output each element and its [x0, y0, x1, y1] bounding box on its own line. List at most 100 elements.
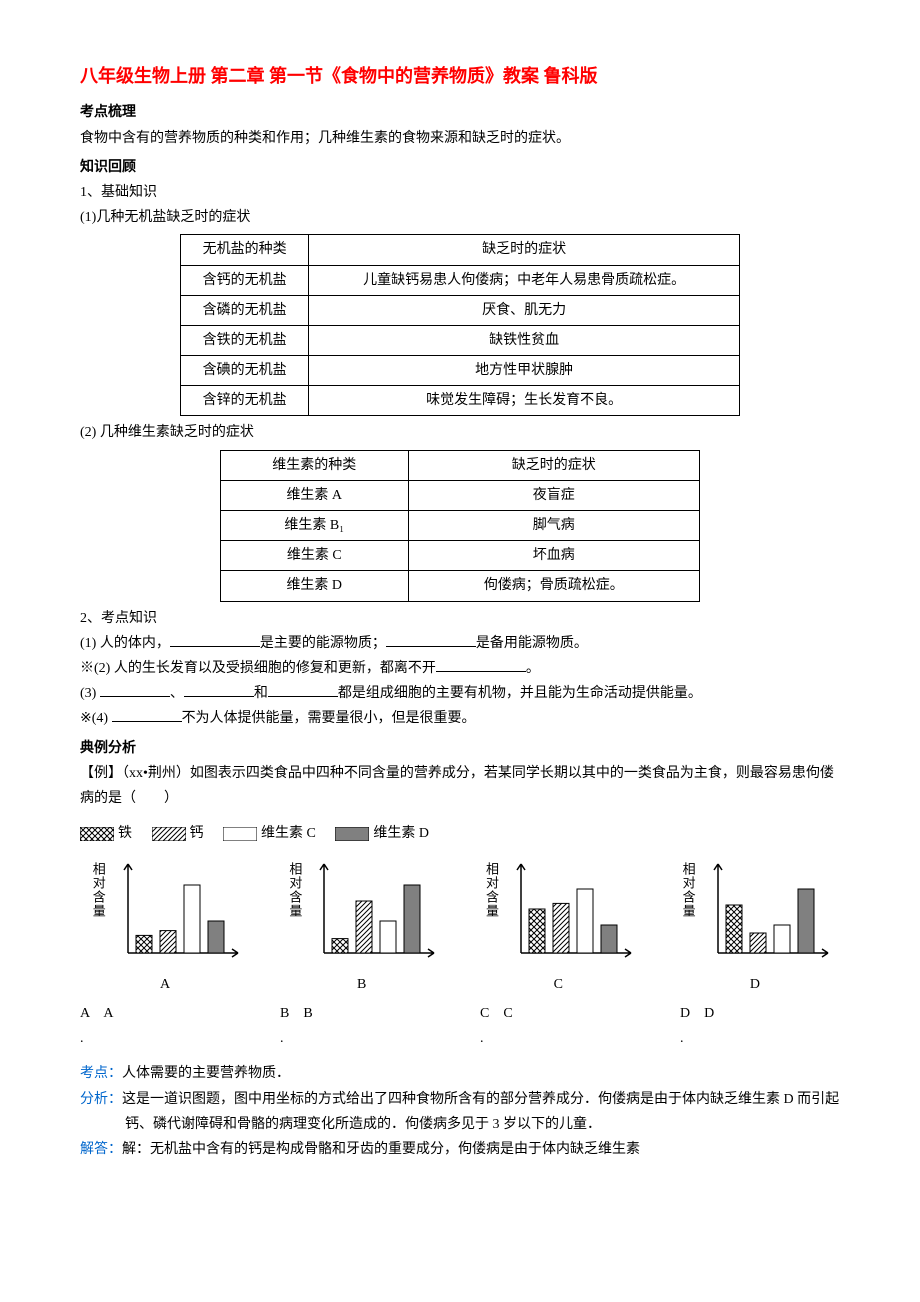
- bar-vc: [577, 889, 593, 953]
- bar-ca: [356, 901, 372, 953]
- table-cell: 夜盲症: [408, 480, 700, 510]
- table-header: 无机盐的种类: [181, 235, 309, 265]
- q2-part-a: ※(2) 人的生长发育以及受损细胞的修复和更新，都离不开: [80, 661, 436, 676]
- chart-ylabel: 相对含量: [480, 862, 503, 918]
- legend-label: 钙: [190, 821, 204, 846]
- example-intro: 【例】（xx•荆州）如图表示四类食品中四种不同含量的营养成分，若某同学长期以其中…: [80, 761, 840, 811]
- bar-chart: [507, 858, 637, 968]
- table-header: 维生素的种类: [221, 450, 409, 480]
- bar-chart: [114, 858, 244, 968]
- table-cell: 含碘的无机盐: [181, 356, 309, 386]
- jieda-line: 解答：解：无机盐中含有的钙是构成骨骼和牙齿的重要成分，佝偻病是由于体内缺乏维生素: [80, 1137, 840, 1162]
- legend-swatch-cross-icon: [80, 827, 114, 841]
- legend-label: 维生素 D: [373, 821, 429, 846]
- bar-vc: [774, 925, 790, 953]
- table-cell: 维生素 C: [221, 541, 409, 571]
- chart-x-label: A: [160, 972, 170, 997]
- basic-knowledge-head: 1、基础知识: [80, 180, 840, 205]
- table-cell: 厌食、肌无力: [309, 295, 740, 325]
- answer-dot: .: [280, 1026, 400, 1051]
- bar-vd: [208, 921, 224, 953]
- answer-main: A: [80, 1006, 89, 1021]
- answer-sub: C: [503, 1006, 512, 1021]
- legend-swatch-gray-icon: [335, 827, 369, 841]
- vitamins-table: 维生素的种类 缺乏时的症状 维生素 A夜盲症 维生素 B₁脚气病 维生素 C坏血…: [220, 450, 700, 602]
- table-cell: 坏血病: [408, 541, 700, 571]
- answer-row: A A . B B . C C . D D .: [80, 1001, 800, 1051]
- table-cell: 缺铁性贫血: [309, 325, 740, 355]
- q1-part-b: 是主要的能源物质；: [260, 636, 386, 651]
- bar-iron: [726, 905, 742, 953]
- bar-vc: [184, 885, 200, 953]
- kaodian-text: 人体需要的主要营养物质．: [122, 1066, 290, 1081]
- legend-swatch-white-icon: [223, 827, 257, 841]
- answer-sub: B: [303, 1006, 312, 1021]
- table1-caption: (1)几种无机盐缺乏时的症状: [80, 205, 840, 230]
- bar-iron: [332, 938, 348, 952]
- jieda-label: 解答：: [80, 1142, 122, 1157]
- chart-wrap: 相对含量: [480, 858, 637, 968]
- fill-blank: [170, 632, 260, 647]
- question-2: ※(2) 人的生长发育以及受损细胞的修复和更新，都离不开 。: [80, 656, 840, 681]
- question-3: (3) 、和都是组成细胞的主要有机物，并且能为生命活动提供能量。: [80, 681, 840, 706]
- answer-dot: .: [680, 1026, 800, 1051]
- answer-dot: .: [480, 1026, 600, 1051]
- table-cell: 佝偻病；骨质疏松症。: [408, 571, 700, 601]
- bar-vd: [404, 885, 420, 953]
- chart-x-label: C: [554, 972, 563, 997]
- question-1: (1) 人的体内， 是主要的能源物质； 是备用能源物质。: [80, 631, 840, 656]
- section-dianli: 典例分析: [80, 736, 840, 761]
- bar-chart: [704, 858, 834, 968]
- chart-panel: 相对含量D: [670, 858, 840, 997]
- bar-chart: [310, 858, 440, 968]
- fill-blank: [436, 657, 526, 672]
- q3-part-a: (3): [80, 686, 100, 701]
- fill-blank: [184, 682, 254, 697]
- answer-sub: D: [704, 1006, 714, 1021]
- q3-part-c: 和: [254, 686, 268, 701]
- chart-panel: 相对含量B: [277, 858, 447, 997]
- fill-blank: [112, 707, 182, 722]
- q3-part-d: 都是组成细胞的主要有机物，并且能为生命活动提供能量。: [338, 686, 702, 701]
- chart-x-label: B: [357, 972, 366, 997]
- fill-blank: [268, 682, 338, 697]
- table-header: 缺乏时的症状: [408, 450, 700, 480]
- q2-part-b: 。: [526, 661, 540, 676]
- section-zhishi-huigu: 知识回顾: [80, 155, 840, 180]
- q4-part-a: ※(4): [80, 711, 112, 726]
- fill-blank: [100, 682, 170, 697]
- answer-main: C: [480, 1006, 489, 1021]
- fenxi-text: 这是一道识图题，图中用坐标的方式给出了四种食物所含有的部分营养成分．佝偻病是由于…: [122, 1092, 839, 1132]
- table2-caption: (2) 几种维生素缺乏时的症状: [80, 420, 840, 445]
- chart-x-label: D: [750, 972, 760, 997]
- legend-item-vc: 维生素 C: [223, 821, 316, 846]
- fenxi-line: 分析：这是一道识图题，图中用坐标的方式给出了四种食物所含有的部分营养成分．佝偻病…: [80, 1087, 840, 1137]
- kaodian-shuli-text: 食物中含有的营养物质的种类和作用；几种维生素的食物来源和缺乏时的症状。: [80, 126, 840, 151]
- table-cell: 含铁的无机盐: [181, 325, 309, 355]
- q1-part-a: (1) 人的体内，: [80, 636, 170, 651]
- chart-wrap: 相对含量: [86, 858, 243, 968]
- table-cell: 维生素 B₁: [221, 511, 409, 541]
- legend-label: 维生素 C: [261, 821, 316, 846]
- chart-panel: 相对含量 A: [80, 858, 250, 997]
- chart-ylabel: 相对含量: [86, 862, 109, 918]
- legend-label: 铁: [118, 821, 132, 846]
- answer-sub: A: [103, 1006, 113, 1021]
- table-cell: 儿童缺钙易患人佝偻病；中老年人易患骨质疏松症。: [309, 265, 740, 295]
- table-header: 缺乏时的症状: [309, 235, 740, 265]
- table-cell: 维生素 D: [221, 571, 409, 601]
- table-cell: 维生素 A: [221, 480, 409, 510]
- bar-iron: [529, 909, 545, 953]
- answer-choice-c: C C .: [480, 1001, 600, 1051]
- minerals-table: 无机盐的种类 缺乏时的症状 含钙的无机盐儿童缺钙易患人佝偻病；中老年人易患骨质疏…: [180, 234, 740, 416]
- q1-part-c: 是备用能源物质。: [476, 636, 588, 651]
- jieda-text: 解：无机盐中含有的钙是构成骨骼和牙齿的重要成分，佝偻病是由于体内缺乏维生素: [122, 1142, 640, 1157]
- answer-main: B: [280, 1006, 289, 1021]
- charts-row: 相对含量 A 相对含量B 相对含量 C 相对含量D: [80, 858, 840, 997]
- bar-vd: [601, 925, 617, 953]
- q4-part-b: 不为人体提供能量，需要量很小，但是很重要。: [182, 711, 476, 726]
- kaodian-label: 考点：: [80, 1066, 122, 1081]
- section-kaodian-shuli: 考点梳理: [80, 100, 840, 125]
- bar-ca: [160, 930, 176, 952]
- fill-blank: [386, 632, 476, 647]
